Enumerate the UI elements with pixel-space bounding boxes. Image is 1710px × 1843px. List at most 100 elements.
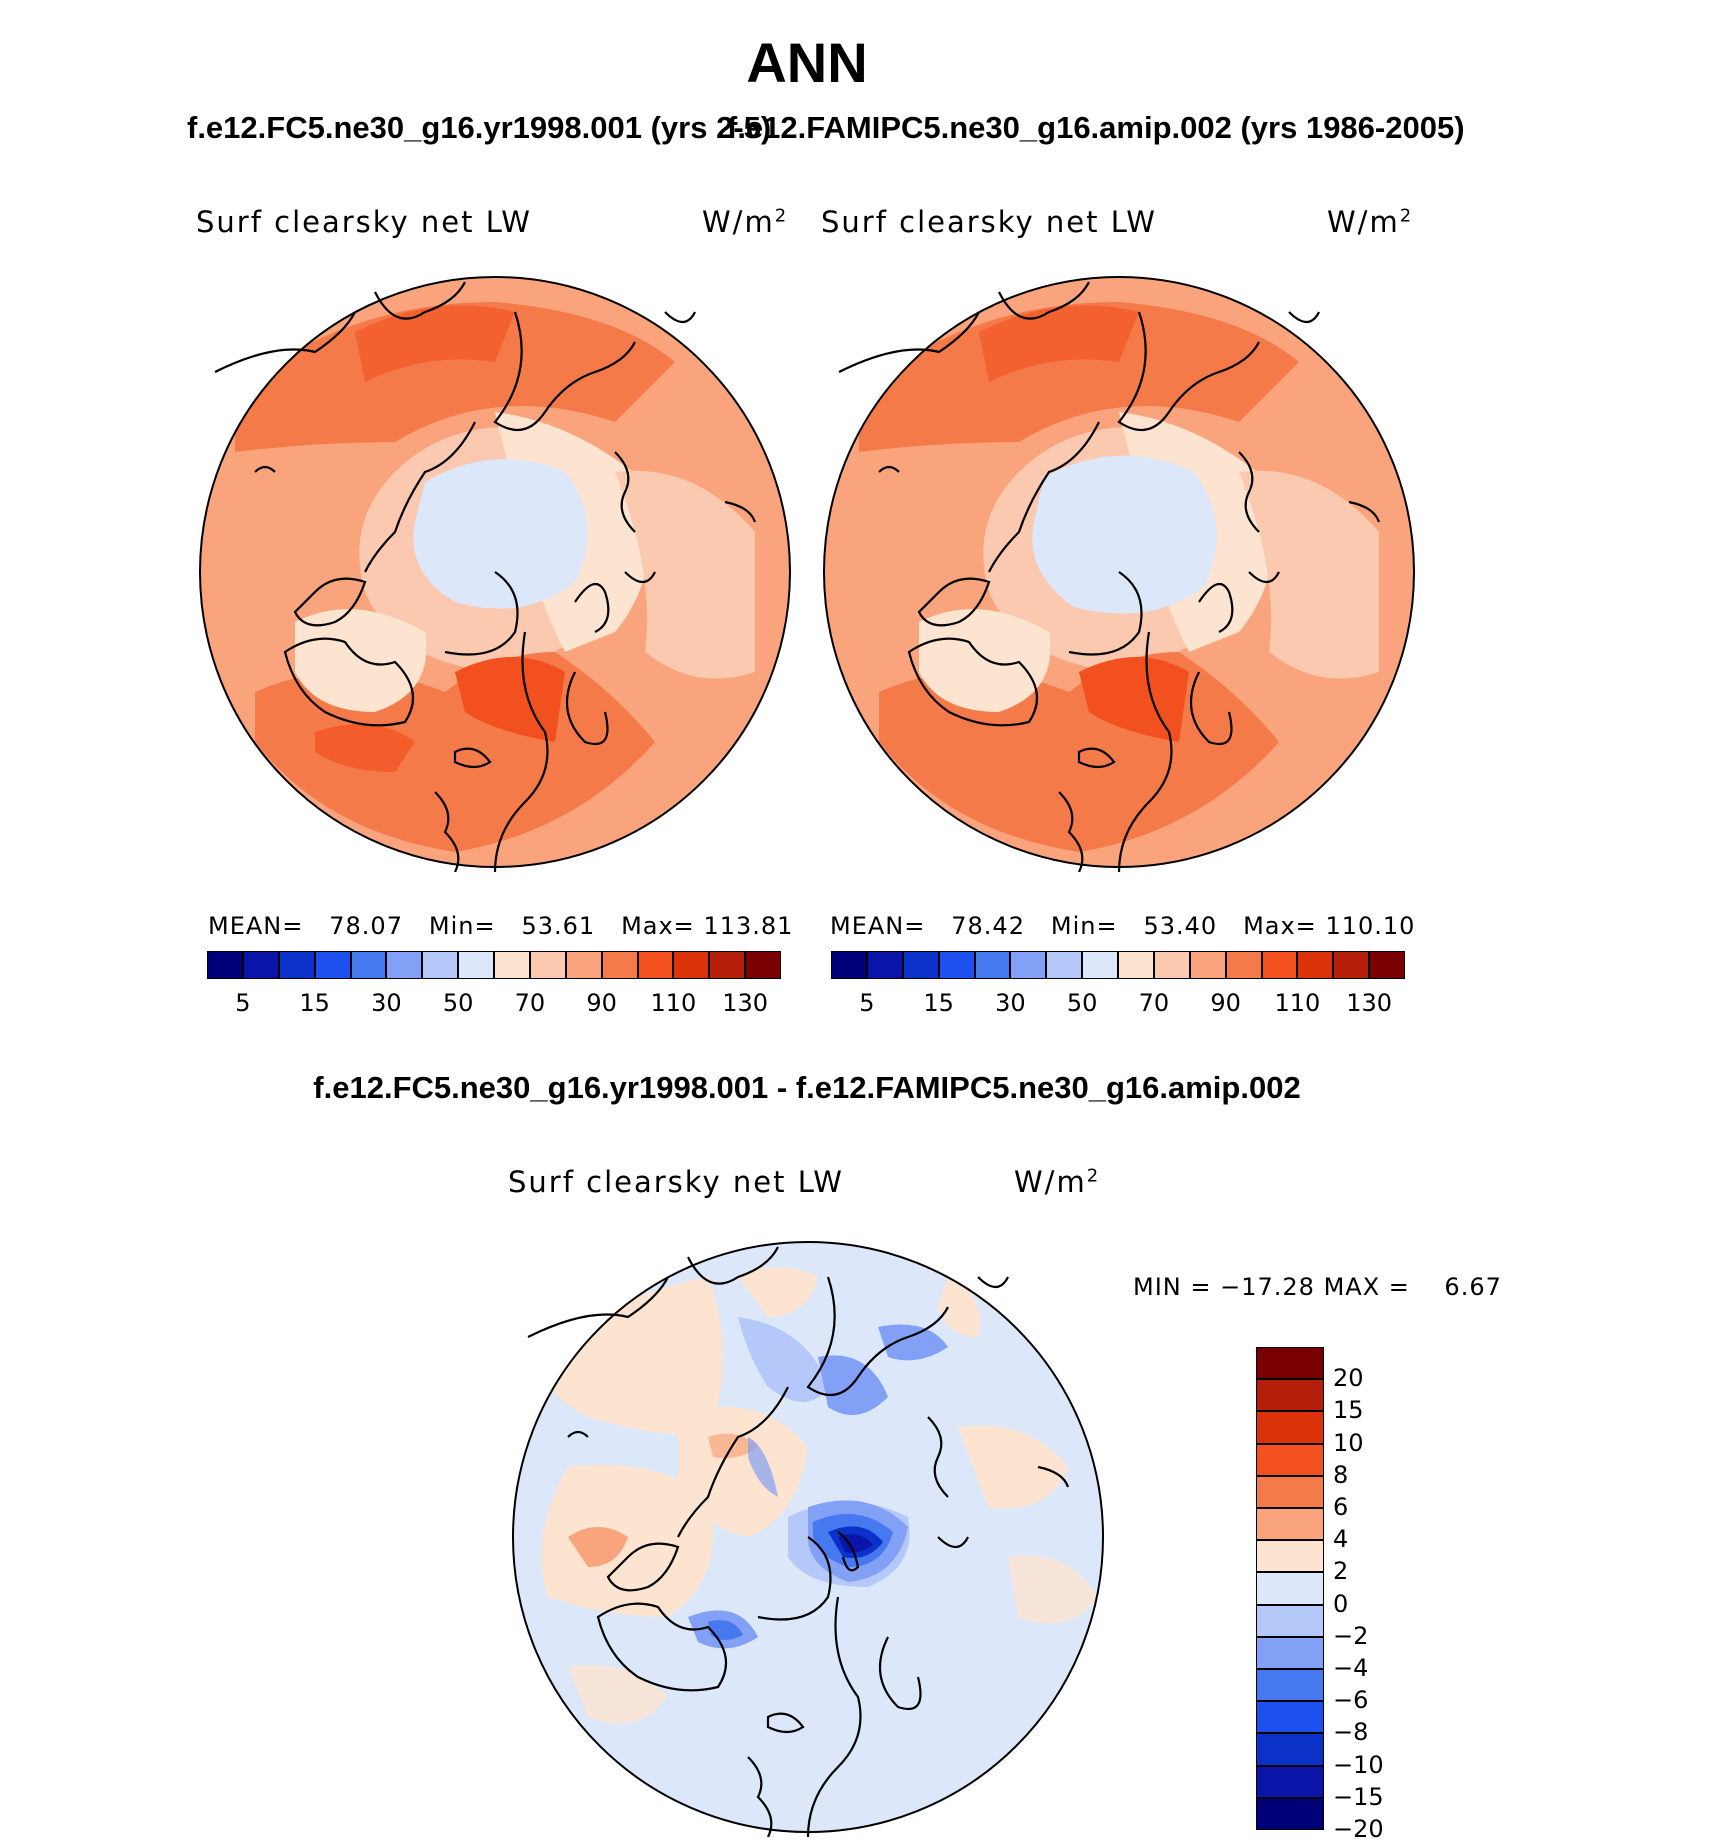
right-units-label: W/m2 <box>1327 205 1414 239</box>
colorbar-swatch <box>1256 1379 1324 1412</box>
colorbar-tick-label: 15 <box>923 989 954 1017</box>
colorbar-tick-label: 4 <box>1333 1525 1349 1554</box>
colorbar-swatch <box>1256 1669 1324 1702</box>
colorbar-tick-label: 70 <box>1138 989 1170 1017</box>
diff-variable-label: Surf clearsky net LW <box>508 1165 844 1199</box>
colorbar-swatch <box>494 951 530 979</box>
colorbar-swatch <box>1333 951 1370 979</box>
diff-colorbar <box>1256 1347 1324 1830</box>
colorbar-swatch <box>1256 1443 1324 1476</box>
colorbar-tick-label: 30 <box>995 989 1026 1017</box>
colorbar-tick-label: 130 <box>722 989 769 1017</box>
colorbar-tick-label: 10 <box>1333 1428 1364 1457</box>
colorbar-tick-label: 20 <box>1333 1364 1364 1393</box>
colorbar-tick-label: −8 <box>1333 1718 1369 1747</box>
diff-colorbar-labels: 20 15 10 8 6 4 2 0 −2 −4 −6 −8 −10 −15 −20 <box>1333 1347 1453 1843</box>
colorbar-tick-label: −4 <box>1333 1654 1369 1682</box>
colorbar-tick-label: 2 <box>1333 1557 1349 1586</box>
colorbar-swatch <box>1369 951 1405 979</box>
colorbar-tick-label: 50 <box>442 989 474 1017</box>
colorbar-swatch <box>866 951 903 979</box>
colorbar-swatch <box>637 951 674 979</box>
colorbar-swatch <box>1256 1572 1324 1605</box>
colorbar-swatch <box>1256 1733 1324 1766</box>
right-colorbar <box>831 951 1405 979</box>
colorbar-swatch <box>601 951 638 979</box>
left-stats: MEAN= 78.07 Min= 53.61 Max= 113.81 <box>208 912 794 940</box>
diff-min-max: MIN = −17.28 MAX = 6.67 <box>1133 1273 1502 1301</box>
colorbar-tick-label: 110 <box>650 989 697 1017</box>
colorbar-swatch <box>1256 1604 1324 1637</box>
colorbar-tick-label: 130 <box>1346 989 1393 1017</box>
colorbar-swatch <box>1261 951 1298 979</box>
colorbar-swatch <box>1256 1540 1324 1573</box>
colorbar-swatch <box>1225 951 1262 979</box>
colorbar-swatch <box>1189 951 1226 979</box>
colorbar-tick-label: −20 <box>1333 1815 1384 1843</box>
colorbar-swatch <box>1046 951 1083 979</box>
colorbar-swatch <box>745 951 781 979</box>
right-case-title: f.e12.FAMIPC5.ne30_g16.amip.002 (yrs 198… <box>727 110 1465 145</box>
colorbar-tick-label: −2 <box>1333 1621 1369 1650</box>
colorbar-tick-label: 5 <box>859 989 875 1017</box>
colorbar-swatch <box>278 951 315 979</box>
right-polar-map <box>823 276 1415 872</box>
colorbar-tick-label: 50 <box>1066 989 1098 1017</box>
colorbar-swatch <box>1010 951 1047 979</box>
left-polar-map <box>199 276 791 872</box>
colorbar-swatch <box>207 951 243 979</box>
colorbar-swatch <box>902 951 939 979</box>
left-units-label: W/m2 <box>702 205 789 239</box>
colorbar-swatch <box>1297 951 1334 979</box>
left-colorbar-labels: 5 15 30 50 70 90 110 130 <box>207 989 781 1019</box>
colorbar-swatch <box>386 951 423 979</box>
colorbar-tick-label: 110 <box>1274 989 1321 1017</box>
colorbar-swatch <box>242 951 279 979</box>
colorbar-tick-label: 5 <box>235 989 251 1017</box>
left-colorbar <box>207 951 781 979</box>
colorbar-tick-label: 90 <box>586 989 617 1017</box>
colorbar-tick-label: 8 <box>1333 1460 1349 1489</box>
colorbar-swatch <box>1256 1411 1324 1444</box>
colorbar-tick-label: 15 <box>299 989 330 1017</box>
colorbar-tick-label: 90 <box>1210 989 1241 1017</box>
colorbar-swatch <box>1256 1508 1324 1541</box>
colorbar-swatch <box>974 951 1011 979</box>
colorbar-swatch <box>1256 1765 1324 1798</box>
colorbar-swatch <box>938 951 975 979</box>
colorbar-tick-label: 6 <box>1333 1493 1349 1521</box>
figure-title: ANN <box>746 31 868 94</box>
colorbar-swatch <box>1118 951 1154 979</box>
colorbar-swatch <box>565 951 602 979</box>
colorbar-swatch <box>673 951 710 979</box>
right-colorbar-labels: 5 15 30 50 70 90 110 130 <box>831 989 1405 1019</box>
right-variable-label: Surf clearsky net LW <box>821 205 1157 239</box>
colorbar-swatch <box>1256 1636 1324 1669</box>
colorbar-swatch <box>350 951 387 979</box>
colorbar-tick-label: −10 <box>1333 1750 1384 1779</box>
colorbar-swatch <box>314 951 351 979</box>
colorbar-swatch <box>1082 951 1118 979</box>
right-stats: MEAN= 78.42 Min= 53.40 Max= 110.10 <box>830 912 1416 940</box>
colorbar-tick-label: 70 <box>514 989 546 1017</box>
colorbar-tick-label: 30 <box>371 989 402 1017</box>
diff-title: f.e12.FC5.ne30_g16.yr1998.001 - f.e12.FA… <box>313 1070 1301 1105</box>
diff-units-label: W/m2 <box>1014 1165 1101 1199</box>
colorbar-swatch <box>1256 1797 1324 1830</box>
colorbar-swatch <box>1153 951 1190 979</box>
colorbar-tick-label: 0 <box>1333 1589 1349 1618</box>
diff-polar-map <box>512 1241 1104 1837</box>
colorbar-swatch <box>831 951 867 979</box>
colorbar-swatch <box>709 951 746 979</box>
colorbar-tick-label: −6 <box>1333 1686 1369 1715</box>
colorbar-swatch <box>529 951 566 979</box>
colorbar-swatch <box>1256 1347 1324 1380</box>
left-variable-label: Surf clearsky net LW <box>196 205 532 239</box>
colorbar-tick-label: −15 <box>1333 1782 1384 1811</box>
left-case-title: f.e12.FC5.ne30_g16.yr1998.001 (yrs 2-5) <box>187 110 772 145</box>
colorbar-tick-label: 15 <box>1333 1396 1364 1425</box>
colorbar-swatch <box>1256 1475 1324 1508</box>
colorbar-swatch <box>422 951 459 979</box>
colorbar-swatch <box>458 951 494 979</box>
colorbar-swatch <box>1256 1701 1324 1734</box>
